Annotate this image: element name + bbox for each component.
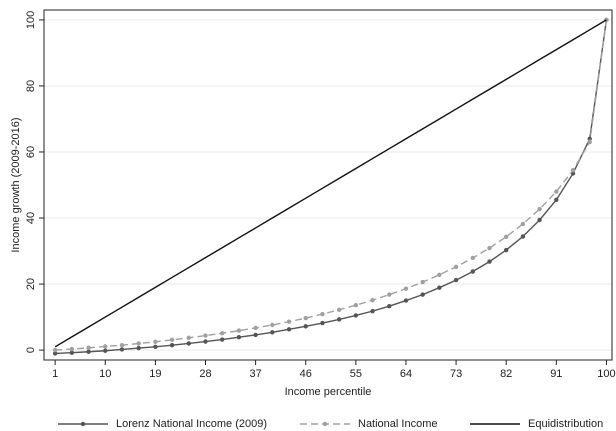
- point: [253, 332, 258, 338]
- point: [336, 317, 342, 322]
- x-tick-label: 28: [199, 368, 211, 380]
- point: [186, 341, 191, 346]
- y-tick-label: 40: [25, 212, 37, 224]
- point: [169, 342, 175, 348]
- point: [587, 139, 592, 145]
- point: [503, 247, 509, 253]
- y-tick-label: 20: [25, 278, 37, 290]
- point: [270, 330, 275, 335]
- point: [286, 327, 292, 332]
- point: [103, 348, 108, 353]
- point: [537, 206, 542, 212]
- point: [236, 328, 242, 333]
- point: [69, 350, 75, 355]
- x-tick-label: 100: [597, 368, 615, 380]
- point: [219, 331, 225, 336]
- point: [520, 234, 526, 239]
- point: [437, 285, 442, 290]
- legend-label: Equidistribution: [528, 418, 603, 430]
- point: [570, 167, 576, 173]
- y-tick-label: 100: [25, 11, 37, 29]
- point: [119, 347, 125, 352]
- point: [186, 335, 191, 341]
- point: [537, 217, 542, 223]
- point: [320, 311, 325, 317]
- x-tick-label: 64: [400, 368, 412, 380]
- point: [403, 298, 409, 303]
- point: [387, 292, 392, 297]
- point: [303, 315, 308, 321]
- point: [136, 341, 141, 346]
- point: [303, 324, 308, 329]
- y-tick-label: 0: [25, 347, 37, 353]
- x-tick-label: 10: [99, 368, 111, 380]
- point: [203, 339, 208, 344]
- point: [554, 197, 559, 203]
- plot-frame: [43, 9, 613, 361]
- legend-marker: [80, 421, 86, 427]
- point: [136, 345, 141, 351]
- point: [103, 344, 108, 349]
- point: [236, 335, 242, 340]
- point: [52, 347, 58, 353]
- legend-label: National Income: [358, 418, 438, 430]
- point: [336, 307, 342, 313]
- point: [153, 339, 158, 345]
- point: [353, 313, 359, 318]
- point: [387, 303, 392, 309]
- point: [353, 302, 359, 308]
- line: [54, 19, 607, 348]
- line: [55, 19, 608, 355]
- point: [503, 234, 509, 240]
- point: [86, 349, 91, 354]
- x-tick-label: 73: [450, 368, 462, 380]
- x-tick-label: 55: [350, 368, 362, 380]
- y-axis-label: Income growth (2009-2016): [10, 117, 22, 252]
- point: [370, 308, 375, 314]
- point: [403, 286, 409, 291]
- point: [420, 279, 425, 285]
- point: [203, 333, 208, 338]
- point: [286, 319, 292, 324]
- point: [453, 277, 459, 283]
- point: [169, 337, 175, 343]
- point: [437, 272, 442, 278]
- point: [153, 344, 158, 349]
- legend-marker: [322, 421, 328, 427]
- point: [119, 342, 125, 348]
- point: [270, 322, 275, 328]
- y-tick-label: 60: [25, 146, 37, 158]
- y-tick-label: 80: [25, 80, 37, 92]
- point: [86, 345, 91, 350]
- point: [320, 320, 325, 326]
- point: [420, 292, 425, 297]
- point: [554, 189, 559, 194]
- point: [487, 259, 492, 264]
- point: [52, 351, 58, 356]
- legend-label: Lorenz National Income (2009): [116, 418, 267, 430]
- point: [253, 325, 258, 331]
- point: [520, 221, 526, 227]
- x-tick-label: 1: [52, 368, 58, 380]
- x-tick-label: 19: [149, 368, 161, 380]
- point: [453, 264, 459, 270]
- point: [587, 136, 592, 141]
- x-axis-label: Income percentile: [285, 386, 372, 398]
- point: [370, 298, 375, 303]
- point: [219, 337, 225, 342]
- point: [487, 245, 492, 251]
- x-tick-label: 46: [300, 368, 312, 380]
- line: [55, 19, 608, 351]
- point: [470, 269, 475, 274]
- point: [470, 255, 475, 261]
- point: [69, 346, 75, 352]
- x-tick-label: 91: [550, 368, 562, 380]
- x-tick-label: 37: [249, 368, 261, 380]
- x-tick-label: 82: [500, 368, 512, 380]
